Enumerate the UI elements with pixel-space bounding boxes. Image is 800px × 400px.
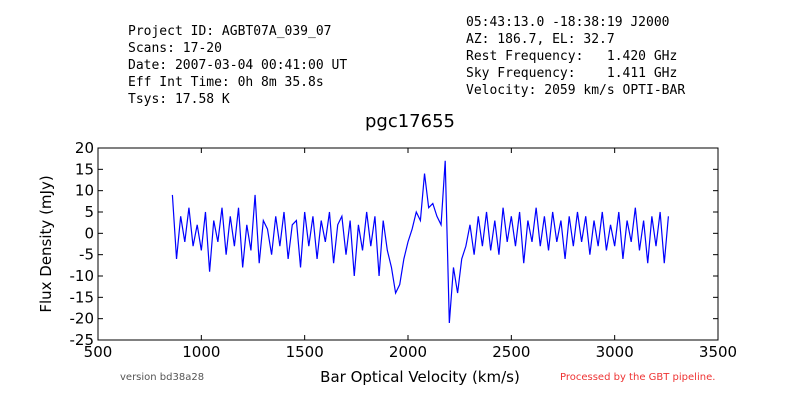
header-line: Eff Int Time: 0h 8m 35.8s — [128, 75, 324, 90]
header-line: Date: 2007-03-04 00:41:00 UT — [128, 58, 347, 73]
header-line: Scans: 17-20 — [128, 41, 222, 56]
x-tick-label: 1000 — [182, 343, 220, 361]
header-line: Project ID: AGBT07A_039_07 — [128, 24, 332, 39]
header-line: Velocity: 2059 km/s OPTI-BAR — [466, 83, 685, 98]
spectrum-line — [171, 160, 669, 323]
y-tick-label: -15 — [70, 288, 95, 306]
y-tick-label: -25 — [70, 331, 95, 349]
header-line: Rest Frequency: 1.420 GHz — [466, 49, 677, 64]
y-tick-label: 5 — [84, 203, 94, 221]
x-tick-label: 2500 — [492, 343, 530, 361]
y-tick-label: 10 — [75, 182, 94, 200]
y-tick-label: -10 — [70, 267, 95, 285]
y-tick-label: 20 — [75, 139, 94, 157]
chart-title: pgc17655 — [365, 111, 455, 132]
version-note: version bd38a28 — [120, 372, 204, 383]
y-tick-label: -20 — [70, 310, 95, 328]
pipeline-note: Processed by the GBT pipeline. — [560, 372, 715, 383]
header-line: AZ: 186.7, EL: 32.7 — [466, 32, 615, 47]
x-tick-label: 500 — [84, 343, 113, 361]
header-line: Tsys: 17.58 K — [128, 92, 230, 107]
header-line: Sky Frequency: 1.411 GHz — [466, 66, 677, 81]
y-tick-label: -5 — [79, 246, 94, 264]
x-tick-label: 2000 — [389, 343, 427, 361]
header-line: 05:43:13.0 -18:38:19 J2000 — [466, 15, 670, 30]
x-tick-label: 3000 — [596, 343, 634, 361]
y-tick-label: 0 — [84, 224, 94, 242]
y-tick-label: 15 — [75, 160, 94, 178]
x-axis-label: Bar Optical Velocity (km/s) — [320, 368, 520, 386]
y-axis-label: Flux Density (mJy) — [37, 175, 55, 312]
x-tick-label: 1500 — [286, 343, 324, 361]
x-tick-label: 3500 — [699, 343, 737, 361]
